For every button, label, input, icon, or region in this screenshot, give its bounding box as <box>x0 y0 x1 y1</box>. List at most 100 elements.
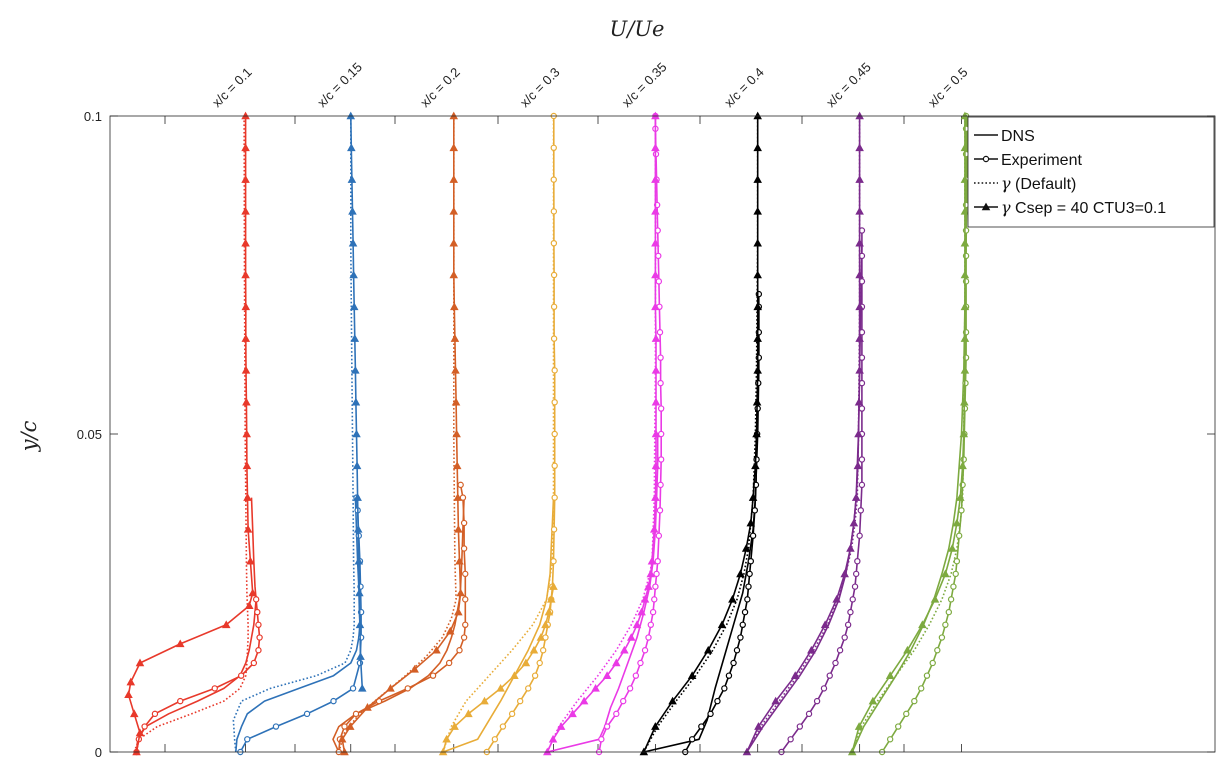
experiment-marker <box>356 659 364 667</box>
station-label: x/c = 0.2 <box>417 65 463 111</box>
experiment-marker <box>598 736 605 743</box>
experiment-marker <box>460 634 468 641</box>
csep-marker <box>337 734 347 743</box>
experiment-marker <box>647 621 655 629</box>
csep-marker <box>855 365 864 374</box>
experiment-marker <box>895 723 902 730</box>
csep-marker <box>647 556 657 565</box>
csep-marker <box>549 582 558 590</box>
experiment-marker <box>550 176 557 183</box>
csep-marker <box>753 143 762 152</box>
experiment-marker <box>923 672 931 679</box>
csep-marker <box>754 722 763 730</box>
dns-series <box>332 497 465 753</box>
csep-marker <box>480 696 489 705</box>
csep-marker <box>449 238 459 247</box>
csep-marker <box>651 397 661 406</box>
experiment-marker <box>982 155 990 163</box>
csep-marker <box>753 206 762 215</box>
experiment-marker <box>841 634 848 641</box>
experiment-marker <box>525 685 532 692</box>
experiment-marker <box>960 456 967 463</box>
experiment-marker <box>836 647 844 654</box>
experiment-marker <box>255 621 262 629</box>
csep-marker <box>646 569 656 578</box>
csep-marker <box>591 683 600 692</box>
csep-marker <box>241 206 250 215</box>
csep-marker <box>854 429 863 438</box>
experiment-marker <box>457 481 464 489</box>
csep-marker <box>446 626 455 635</box>
csep-marker <box>751 461 760 470</box>
csep-series <box>742 111 864 756</box>
csep-marker <box>849 518 859 527</box>
csep-marker <box>753 302 762 311</box>
experiment-marker <box>854 558 861 565</box>
csep-marker <box>355 620 365 629</box>
csep-marker <box>129 709 139 718</box>
csep-marker <box>347 143 356 152</box>
station-label: x/c = 0.3 <box>517 65 563 111</box>
y-tick-labels: 0 0.05 0.1 <box>77 109 102 760</box>
csep-marker <box>752 429 761 438</box>
experiment-marker <box>462 596 469 603</box>
csep-marker <box>175 639 185 648</box>
csep-marker <box>752 397 762 406</box>
experiment-marker <box>272 723 280 730</box>
dns-series <box>547 434 659 753</box>
experiment-series <box>778 227 866 756</box>
csep-marker <box>868 696 878 705</box>
experiment-marker <box>657 405 665 412</box>
dns-series-line <box>332 497 465 753</box>
csep-marker <box>649 524 659 533</box>
csep-marker <box>960 334 970 342</box>
experiment-marker <box>950 583 957 590</box>
csep-marker <box>855 175 864 183</box>
experiment-marker <box>656 507 664 514</box>
csep-marker <box>687 671 697 679</box>
default-series-line <box>232 116 355 753</box>
plot-frame <box>109 115 1216 753</box>
csep-marker <box>351 397 361 406</box>
experiment-marker <box>856 532 863 539</box>
csep-marker <box>546 594 556 603</box>
experiment-marker <box>550 208 558 215</box>
station-label: x/c = 0.5 <box>925 65 971 111</box>
experiment-marker <box>911 697 918 705</box>
experiment-marker <box>151 710 159 718</box>
experiment-marker <box>645 634 652 641</box>
experiment-marker <box>462 570 469 578</box>
csep-marker <box>960 206 970 215</box>
experiment-marker <box>429 672 437 679</box>
experiment-marker <box>952 570 959 578</box>
experiment-marker <box>918 685 925 692</box>
experiment-marker <box>753 456 760 463</box>
csep-marker <box>452 429 461 438</box>
station-label: x/c = 0.1 <box>209 65 255 111</box>
dns-series <box>135 497 257 753</box>
csep-marker <box>651 334 661 342</box>
y-axis-label: y/c <box>17 420 41 452</box>
experiment-marker <box>655 532 663 539</box>
legend-label-dns: DNS <box>1001 128 1035 145</box>
csep-marker <box>135 658 145 667</box>
experiment-marker <box>746 570 753 578</box>
csep-marker <box>918 620 927 629</box>
csep-marker <box>956 493 965 501</box>
csep-marker <box>353 493 362 501</box>
csep-marker <box>242 461 252 470</box>
csep-marker <box>456 588 465 597</box>
default-series <box>133 115 249 753</box>
csep-marker <box>903 645 912 654</box>
csep-marker <box>651 429 661 438</box>
experiment-marker <box>637 659 644 667</box>
csep-marker <box>941 569 950 578</box>
csep-marker <box>242 429 251 438</box>
csep-marker <box>241 238 250 247</box>
experiment-marker <box>849 596 856 603</box>
dns-series-line <box>235 497 361 753</box>
csep-marker <box>556 722 566 730</box>
csep-marker <box>221 620 231 629</box>
experiment-marker <box>177 697 184 705</box>
experiment-marker <box>550 271 558 279</box>
